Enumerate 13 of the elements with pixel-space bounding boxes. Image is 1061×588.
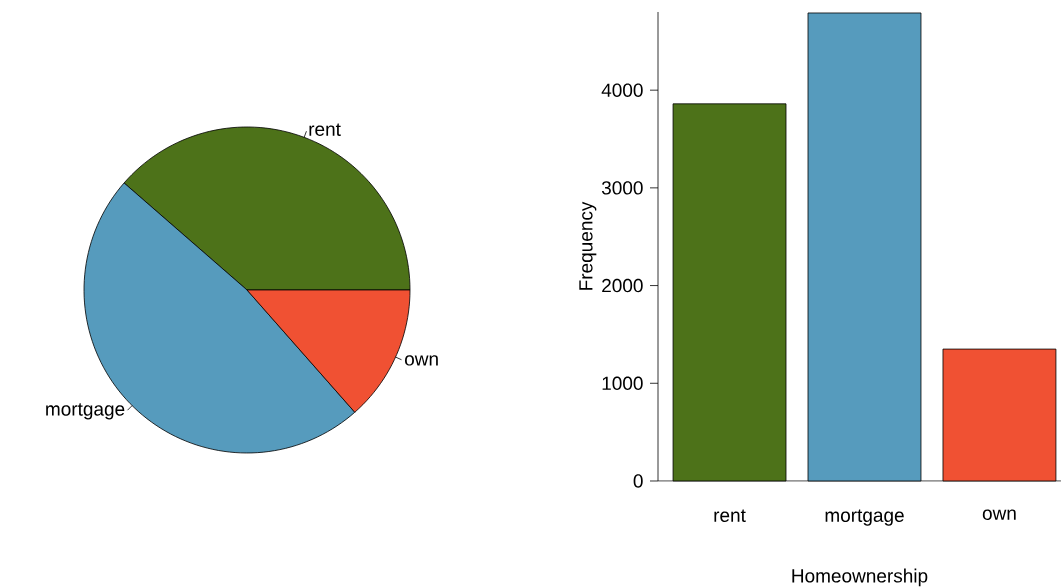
slice-label: mortgage bbox=[46, 403, 125, 420]
y-tick-label: 3000 bbox=[601, 181, 643, 195]
y-tick-label: 2000 bbox=[602, 278, 643, 293]
slice-label: rent bbox=[309, 123, 341, 136]
x-tick-label: own bbox=[982, 509, 1016, 520]
slice-label: own bbox=[404, 355, 438, 366]
x-tick-label: rent bbox=[714, 509, 746, 522]
y-axis-title: Frequency bbox=[579, 201, 597, 290]
y-tick-label: 1000 bbox=[602, 376, 643, 391]
y-tick-label: 4000 bbox=[601, 83, 643, 97]
y-tick-label: 0 bbox=[633, 474, 643, 488]
x-axis-title: Homeownership bbox=[792, 568, 928, 587]
x-tick-label: mortgage bbox=[825, 509, 904, 526]
